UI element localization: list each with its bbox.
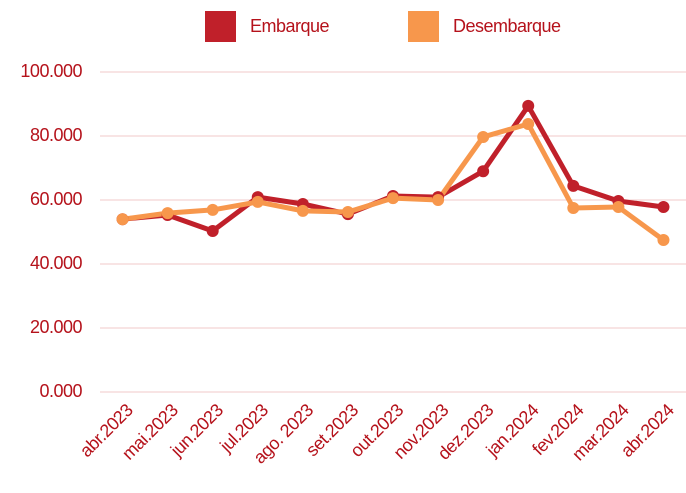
data-point [161, 207, 174, 220]
data-point [567, 202, 580, 214]
legend-swatch [408, 11, 439, 42]
y-tick-label: 60.000 [30, 189, 83, 209]
y-tick-label: 80.000 [30, 125, 83, 145]
data-point [522, 99, 535, 112]
y-tick-label: 20.000 [30, 317, 83, 337]
data-point [612, 201, 625, 214]
legend-swatch [205, 11, 236, 42]
data-point [296, 204, 309, 217]
data-point [341, 206, 354, 218]
legend-label: Embarque [250, 16, 330, 36]
y-tick-label: 40.000 [30, 253, 83, 273]
data-point [387, 192, 399, 205]
data-point [477, 130, 490, 143]
data-point [657, 201, 670, 214]
data-point [522, 118, 535, 130]
data-point [206, 203, 219, 216]
data-point [116, 213, 129, 226]
data-point [477, 165, 490, 178]
data-point [432, 194, 445, 206]
y-tick-label: 0.000 [39, 381, 82, 401]
data-point [251, 195, 264, 208]
y-tick-label: 100.000 [20, 61, 82, 81]
legend-label: Desembarque [453, 16, 561, 36]
data-point [657, 234, 670, 246]
data-point [567, 179, 580, 192]
data-point [206, 225, 219, 238]
series-line [122, 121, 665, 243]
